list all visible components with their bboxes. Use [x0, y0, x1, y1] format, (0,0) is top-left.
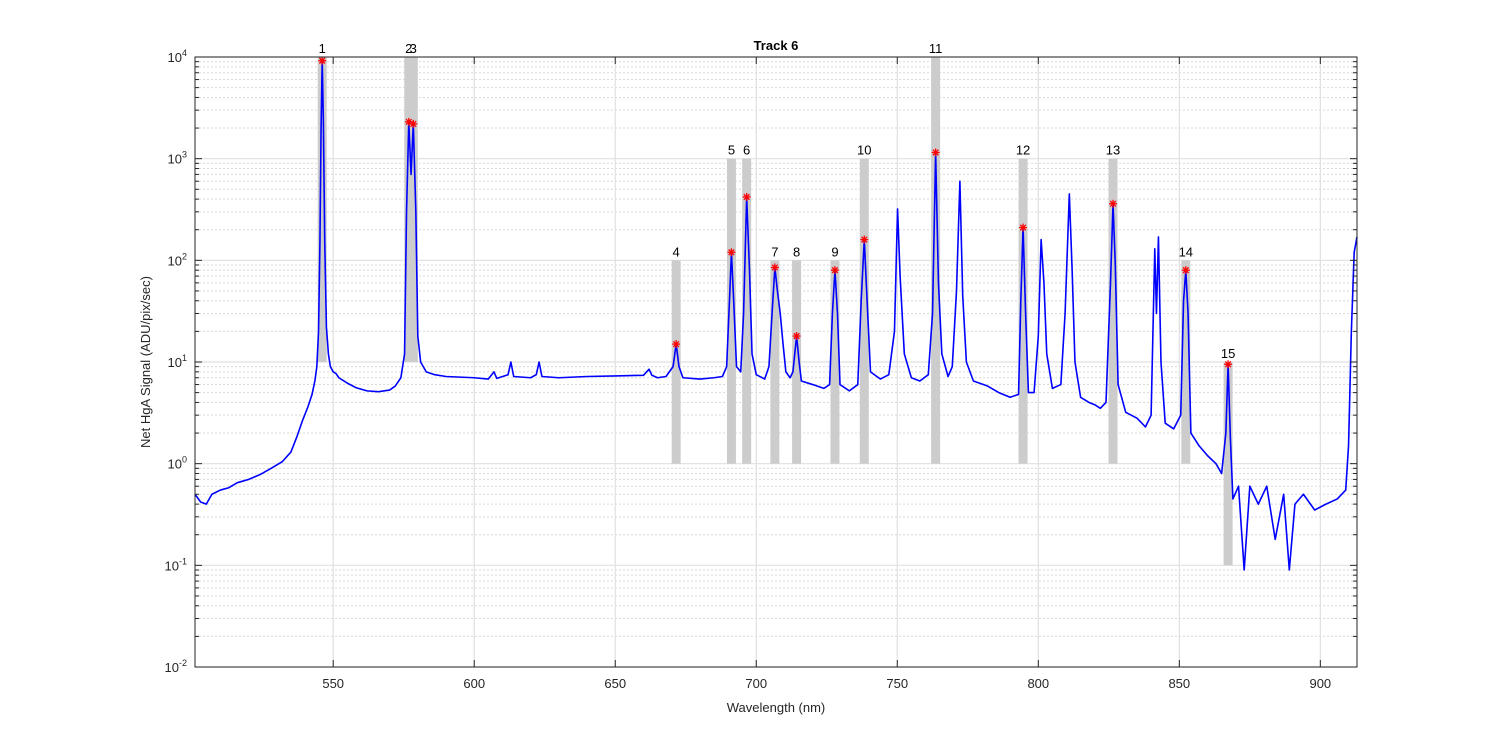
peak-label: 7 [771, 244, 778, 259]
peak-marker [792, 332, 801, 341]
x-tick-label: 600 [463, 676, 485, 691]
peak-marker [830, 266, 839, 275]
y-axis-label: Net HgA Signal (ADU/pix/sec) [138, 276, 153, 448]
highlight-band [830, 260, 840, 464]
peak-marker [409, 119, 418, 128]
spectrum-line [194, 59, 1358, 571]
y-tick-label: 10-2 [165, 658, 187, 675]
peak-markers [318, 56, 1233, 369]
axes: 550 600 650 700 750 800 850 900 10-2 10-1 100 101 10… [165, 48, 1358, 691]
peak-label: 6 [743, 143, 750, 158]
highlight-band [404, 57, 414, 362]
peak-label: 8 [793, 244, 800, 259]
peak-label: 3 [410, 41, 417, 56]
y-tick-label: 10-1 [165, 556, 187, 573]
highlight-band [859, 158, 869, 464]
peak-marker [1019, 223, 1028, 232]
peak-marker [318, 56, 327, 65]
peak-marker [770, 263, 779, 272]
peak-label: 4 [673, 244, 680, 259]
highlight-band [1223, 362, 1233, 566]
y-tick-label: 103 [168, 150, 187, 167]
highlight-band [1181, 260, 1191, 464]
x-axis-label: Wavelength (nm) [727, 700, 826, 715]
y-tick-label: 102 [168, 251, 187, 268]
highlight-band [1108, 158, 1118, 464]
y-tick-label: 101 [168, 353, 187, 370]
peak-label: 2 [405, 41, 412, 56]
highlight-band [671, 260, 681, 464]
chart-title: Track 6 [754, 38, 799, 53]
x-tick-label: 850 [1168, 676, 1190, 691]
peak-label: 14 [1179, 244, 1193, 259]
peak-label: 1 [319, 41, 326, 56]
x-tick-label: 700 [745, 676, 767, 691]
peak-label: 5 [728, 143, 735, 158]
highlight-band [770, 260, 780, 464]
y-tick-label: 100 [168, 455, 187, 472]
peak-marker [1109, 199, 1118, 208]
x-tick-label: 550 [322, 676, 344, 691]
highlight-band [742, 158, 752, 464]
highlight-band [931, 57, 941, 464]
highlight-bands [317, 57, 1233, 566]
highlight-band [726, 158, 736, 464]
peak-label: 9 [831, 244, 838, 259]
highlight-band [317, 57, 327, 362]
peak-marker [742, 192, 751, 201]
x-tick-label: 750 [886, 676, 908, 691]
peak-label: 12 [1016, 143, 1030, 158]
peak-label: 10 [857, 143, 871, 158]
x-tick-label: 800 [1027, 676, 1049, 691]
highlight-band [1018, 158, 1028, 464]
peak-marker [860, 235, 869, 244]
peak-label: 13 [1106, 143, 1120, 158]
peak-marker [1224, 360, 1233, 369]
y-tick-label: 104 [168, 48, 187, 65]
peak-marker [1181, 266, 1190, 275]
peak-marker [931, 148, 940, 157]
peak-marker [727, 248, 736, 257]
highlight-band [408, 57, 418, 362]
highlight-band [792, 260, 802, 464]
series-layer [194, 59, 1358, 571]
x-tick-label: 650 [604, 676, 626, 691]
peak-label: 11 [929, 41, 943, 56]
peak-label: 15 [1221, 346, 1235, 361]
x-tick-label: 900 [1309, 676, 1331, 691]
peak-marker [672, 340, 681, 349]
